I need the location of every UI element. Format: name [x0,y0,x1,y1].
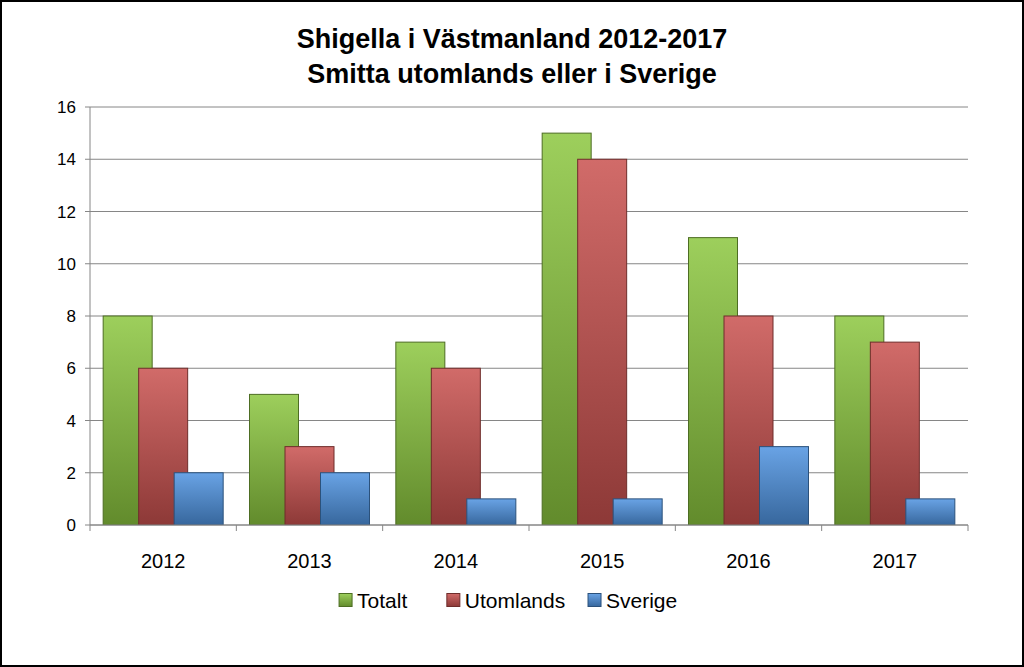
tick-mark [85,159,90,160]
legend-label: Totalt [357,589,407,612]
y-tick-label: 14 [57,150,76,169]
bar [321,473,370,525]
frame [1,1,1023,666]
legend-label: Utomlands [465,589,565,612]
x-tick-label: 2014 [434,550,479,572]
x-tick-label: 2015 [580,550,625,572]
tick-mark [85,368,90,369]
bar [613,499,662,525]
tick-mark [85,525,90,526]
tick-mark [85,263,90,264]
grid-line [90,263,968,264]
legend: Totalt Utomlands Sverige [339,589,677,612]
subtitle: Smitta utomlands eller i Sverige [307,59,717,89]
tick-mark [85,316,90,317]
x-tick-label: 2017 [873,550,918,572]
tick-mark [85,107,90,108]
y-tick-label: 12 [57,203,76,222]
tick-mark [85,420,90,421]
x-tick-mark [968,525,969,531]
legend-swatch [588,594,601,607]
grid-line [90,159,968,160]
bar [760,447,809,525]
x-tick-mark [675,525,676,531]
x-tick-label: 2013 [287,550,332,572]
title: Shigella i Västmanland 2012-2017 [297,24,728,54]
bar [870,342,919,525]
tick-mark [85,211,90,212]
x-tick-label: 2012 [141,550,186,572]
legend-label: Sverige [606,589,677,612]
y-tick-label: 6 [67,359,76,378]
bar [906,499,955,525]
x-tick-mark [236,525,237,531]
y-tick-label: 10 [57,255,76,274]
x-tick-label: 2016 [726,550,771,572]
plot-area [103,133,955,525]
tick-mark [85,472,90,473]
y-axis [90,107,91,525]
bar [467,499,516,525]
y-tick-label: 16 [57,98,76,117]
y-tick-label: 8 [67,307,76,326]
chart: Shigella i Västmanland 2012-2017 Smitta u… [0,0,1024,667]
legend-swatch [339,594,352,607]
bar [578,159,627,525]
x-tick-mark [90,525,91,531]
y-tick-label: 4 [67,412,76,431]
x-tick-mark [821,525,822,531]
grid-line [90,107,968,108]
legend-swatch [447,594,460,607]
x-tick-mark [529,525,530,531]
grid-line [90,211,968,212]
x-tick-mark [382,525,383,531]
y-tick-label: 0 [67,516,76,535]
y-tick-label: 2 [67,464,76,483]
bar [174,473,223,525]
